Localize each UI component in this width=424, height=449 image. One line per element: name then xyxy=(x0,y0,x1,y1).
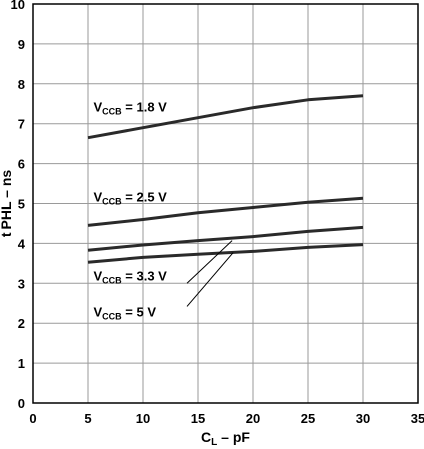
leader-line xyxy=(186,252,234,307)
x-tick-label: 25 xyxy=(301,411,315,426)
series-line-1 xyxy=(87,196,364,227)
x-tick-labels: 0 5 10 15 20 25 30 35 xyxy=(29,411,424,426)
y-tick-label: 1 xyxy=(18,356,25,371)
series-label-sub: CCB xyxy=(102,311,122,321)
series-label-0: VCCB = 1.8 V xyxy=(94,100,168,117)
series-label-rest: = 2.5 V xyxy=(122,190,167,205)
y-tick-label: 0 xyxy=(18,396,25,411)
y-tick-label: 4 xyxy=(18,236,26,251)
series-line-3 xyxy=(87,243,364,264)
y-axis-title: t PHL – ns xyxy=(0,170,14,238)
y-tick-label: 5 xyxy=(18,197,25,212)
y-tick-label: 2 xyxy=(18,316,25,331)
series-label-main: V xyxy=(94,100,103,115)
series-label-rest: = 5 V xyxy=(122,304,157,319)
x-tick-label: 5 xyxy=(84,411,91,426)
x-axis-title-main: C xyxy=(201,429,211,445)
series-label-1: VCCB = 2.5 V xyxy=(94,190,168,207)
y-tick-label: 9 xyxy=(18,37,25,52)
y-tick-labels: 0 1 2 3 4 5 6 7 8 9 10 xyxy=(11,0,26,411)
series-label-sub: CCB xyxy=(102,276,122,286)
series-line-0 xyxy=(87,94,364,140)
x-tick-label: 35 xyxy=(411,411,424,426)
y-tick-label: 3 xyxy=(18,276,25,291)
y-tick-label: 7 xyxy=(18,117,25,132)
x-tick-label: 15 xyxy=(191,411,205,426)
series-label-main: V xyxy=(94,190,103,205)
leader-line xyxy=(186,240,233,284)
series-label-sub: CCB xyxy=(102,197,122,207)
series-lines xyxy=(87,94,364,264)
x-axis-title: CL – pF xyxy=(201,429,250,448)
series-label-3: VCCB = 5 V xyxy=(94,304,157,321)
y-tick-label: 10 xyxy=(11,0,25,12)
x-tick-label: 30 xyxy=(356,411,370,426)
series-line-2 xyxy=(87,225,364,252)
leader-lines xyxy=(186,240,234,307)
plot-frame xyxy=(32,3,419,404)
y-tick-label: 8 xyxy=(18,77,25,92)
series-label-2: VCCB = 3.3 V xyxy=(94,269,168,286)
x-axis-title-sub: L xyxy=(211,437,217,448)
y-axis-title-rest: – ns xyxy=(0,170,14,202)
y-tick-label: 6 xyxy=(18,157,25,172)
y-axis-title-sub: PHL xyxy=(0,201,14,229)
series-label-sub: CCB xyxy=(102,107,122,117)
x-tick-label: 10 xyxy=(136,411,150,426)
x-tick-label: 20 xyxy=(246,411,260,426)
series-label-rest: = 3.3 V xyxy=(122,269,167,284)
x-axis-title-rest: – pF xyxy=(217,429,250,445)
y-axis-title-main: t xyxy=(0,232,14,237)
x-tick-label: 0 xyxy=(29,411,36,426)
series-label-main: V xyxy=(94,269,103,284)
gridlines xyxy=(32,3,419,404)
series-label-rest: = 1.8 V xyxy=(122,100,167,115)
series-label-main: V xyxy=(94,304,103,319)
